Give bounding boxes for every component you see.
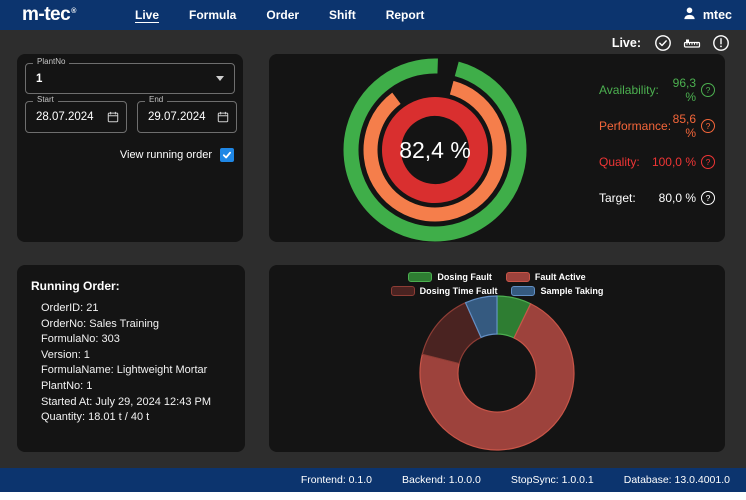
- database-version: Database: 13.0.4001.0: [623, 474, 730, 486]
- metric-quality: Quality: 100,0 % ?: [599, 154, 715, 170]
- start-date-value: 28.07.2024: [36, 111, 94, 123]
- metric-availability: Availability: 96,3 % ?: [599, 76, 715, 104]
- view-running-order-row: View running order: [120, 148, 234, 162]
- logo-text: m-tec: [22, 4, 71, 25]
- check-icon: [222, 151, 231, 159]
- frontend-version: Frontend: 0.1.0: [300, 474, 373, 486]
- tab-report[interactable]: Report: [385, 8, 425, 22]
- order-detail: OrderID: 21: [41, 302, 99, 314]
- end-date-value: 29.07.2024: [148, 111, 206, 123]
- help-icon[interactable]: ?: [701, 191, 715, 205]
- running-order-panel: Running Order: OrderID: 21 OrderNo: Sale…: [17, 265, 245, 452]
- legend-row: Dosing Fault Fault Active: [408, 272, 586, 282]
- metric-value: 85,6 %: [672, 112, 696, 140]
- plantno-label: PlantNo: [33, 58, 70, 66]
- plantno-select[interactable]: PlantNo 1: [25, 58, 235, 94]
- chevron-down-icon: [216, 76, 224, 81]
- calendar-icon[interactable]: [107, 111, 119, 123]
- metric-target: Target: 80,0 % ?: [599, 190, 715, 206]
- quality-ring: [382, 97, 488, 203]
- legend-item-dosing-fault[interactable]: Dosing Fault: [408, 272, 492, 282]
- backend-version: Backend: 1.0.0.0: [402, 474, 481, 486]
- order-detail: FormulaName: Lightweight Mortar: [41, 364, 208, 377]
- live-status-label: Live:: [611, 36, 641, 50]
- oee-gauge-chart: [343, 58, 527, 242]
- start-date-input[interactable]: Start 28.07.2024: [25, 96, 127, 133]
- registered-mark: ®: [71, 8, 76, 15]
- user-name: mtec: [702, 8, 732, 22]
- status-bar: Live:: [0, 30, 746, 56]
- order-detail: Version: 1: [41, 348, 90, 361]
- metric-value: 80,0 %: [658, 191, 696, 205]
- start-date-label: Start: [33, 96, 58, 104]
- availability-ring: [343, 58, 527, 242]
- main-nav: Live Formula Order Shift Report: [134, 6, 425, 24]
- calendar-icon[interactable]: [217, 111, 229, 123]
- metric-label: Performance:: [599, 119, 672, 133]
- metric-value: 96,3 %: [672, 76, 696, 104]
- legend-label: Dosing Time Fault: [419, 286, 498, 296]
- legend-label: Sample Taking: [540, 286, 604, 296]
- scale-ruler-icon[interactable]: [683, 34, 701, 52]
- user-menu[interactable]: mtec: [682, 6, 732, 24]
- legend-item-dosing-time-fault[interactable]: Dosing Time Fault: [390, 286, 498, 296]
- running-order-title: Running Order:: [31, 279, 120, 293]
- help-icon[interactable]: ?: [701, 119, 715, 133]
- legend-swatch: [511, 286, 536, 296]
- legend-swatch: [390, 286, 415, 296]
- metric-label: Target:: [599, 191, 636, 205]
- legend-label: Dosing Fault: [437, 272, 492, 282]
- order-detail: Quantity: 18.01 t / 40 t: [41, 411, 150, 424]
- version-footer: Frontend: 0.1.0 Backend: 1.0.0.0 StopSyn…: [0, 468, 746, 492]
- metric-label: Quality:: [599, 155, 640, 169]
- check-circle-icon[interactable]: [654, 34, 672, 52]
- help-icon[interactable]: ?: [701, 83, 715, 97]
- fault-donut-chart: [419, 295, 575, 451]
- legend-row: Dosing Time Fault Sample Taking: [390, 286, 603, 296]
- tab-formula[interactable]: Formula: [189, 8, 237, 22]
- oee-gauge-panel: 82,4 % Availability: 96,3 % ? Performanc…: [269, 54, 725, 242]
- legend-label: Fault Active: [534, 272, 586, 282]
- donut-slice[interactable]: [419, 302, 575, 451]
- filters-panel: PlantNo 1 Start 28.07.2024 End 29.07.202…: [17, 54, 243, 242]
- tab-shift[interactable]: Shift: [329, 8, 356, 22]
- order-detail: FormulaNo: 303: [41, 333, 120, 346]
- view-running-order-checkbox[interactable]: [220, 148, 234, 162]
- tab-live[interactable]: Live: [135, 8, 160, 22]
- stopsync-version: StopSync: 1.0.0.1: [510, 474, 594, 486]
- order-detail: Started At: July 29, 2024 12:43 PM: [41, 395, 211, 408]
- fault-chart-panel: Dosing Fault Fault Active Dosing Time Fa…: [269, 265, 725, 452]
- legend-item-sample-taking[interactable]: Sample Taking: [511, 286, 603, 296]
- order-detail: PlantNo: 1: [41, 379, 93, 392]
- alert-circle-icon[interactable]: [712, 34, 730, 52]
- legend-item-fault-active[interactable]: Fault Active: [505, 272, 586, 282]
- running-order-list: OrderID: 21 OrderNo: Sales Training Form…: [31, 301, 231, 426]
- donut-slice[interactable]: [464, 295, 498, 339]
- user-icon: [682, 6, 697, 24]
- chart-legend: Dosing Fault Fault Active Dosing Time Fa…: [269, 272, 725, 296]
- mtec-logo: m-tec®: [22, 4, 118, 26]
- end-date-label: End: [145, 96, 168, 104]
- checkbox-label: View running order: [119, 149, 212, 161]
- metrics-list: Availability: 96,3 % ? Performance: 85,6…: [599, 76, 715, 226]
- plantno-value: 1: [36, 72, 43, 85]
- metric-value: 100,0 %: [651, 155, 696, 169]
- tab-order[interactable]: Order: [266, 8, 300, 22]
- metric-performance: Performance: 85,6 % ?: [599, 112, 715, 140]
- help-icon[interactable]: ?: [701, 155, 715, 169]
- legend-swatch: [408, 272, 433, 282]
- metric-label: Availability:: [599, 83, 659, 97]
- order-detail: OrderNo: Sales Training: [41, 317, 159, 330]
- top-navbar: m-tec® Live Formula Order Shift Report m…: [0, 0, 746, 30]
- legend-swatch: [505, 272, 530, 282]
- end-date-input[interactable]: End 29.07.2024: [137, 96, 237, 133]
